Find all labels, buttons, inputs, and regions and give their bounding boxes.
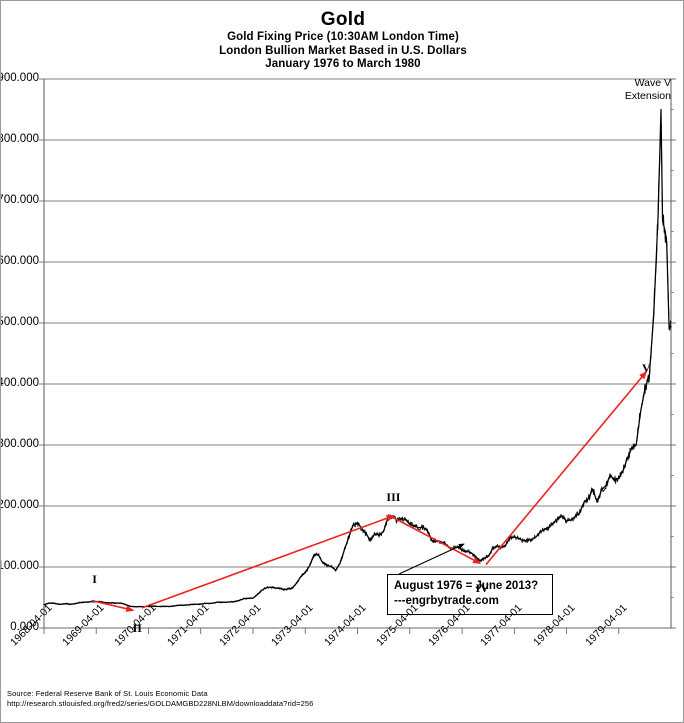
y-axis-tick-label: 0.000	[10, 621, 39, 633]
price-line-detail	[43, 125, 672, 608]
trend-arrow-1	[91, 599, 135, 612]
trend-arrow-4	[485, 370, 648, 566]
wave-label-ii: II	[132, 620, 142, 635]
y-axis-tick-label: 400.000	[0, 377, 39, 389]
callout-line-2: ---engrbytrade.com	[394, 595, 499, 607]
source-block: Source: Federal Reserve Bank of St. Loui…	[7, 689, 313, 709]
wave-label-iv: IV	[475, 580, 489, 595]
y-axis-tick-label: 500.000	[0, 316, 39, 328]
wave-label-i: I	[92, 571, 97, 586]
source-line-1: Source: Federal Reserve Bank of St. Loui…	[7, 689, 208, 698]
wave-v-extension-line-2: Extension	[624, 90, 671, 102]
wave-v-extension-note: Wave V Extension	[625, 77, 671, 103]
wave-v-extension-line-1: Wave V	[634, 77, 671, 89]
trend-arrow-3	[390, 515, 482, 565]
wave-label-iii: III	[386, 489, 401, 504]
callout-leader-line	[398, 543, 465, 575]
wave-label-v: V	[641, 361, 651, 376]
y-axis-tick-label: 700.000	[0, 194, 39, 206]
y-axis-tick-label: 900.000	[0, 72, 39, 84]
y-axis-tick-label: 100.000	[0, 560, 39, 572]
y-axis-tick-label: 800.000	[0, 133, 39, 145]
callout-line-1: August 1976 = June 2013?	[394, 580, 539, 592]
source-line-2: http://research.stlouisfed.org/fred2/ser…	[7, 699, 314, 708]
price-line	[43, 108, 672, 608]
y-axis-tick-label: 600.000	[0, 255, 39, 267]
y-axis-tick-label: 200.000	[0, 499, 39, 511]
y-axis-tick-label: 300.000	[0, 438, 39, 450]
callout-box: August 1976 = June 2013? ---engrbytrade.…	[387, 574, 553, 615]
trend-arrow-2	[141, 515, 395, 609]
